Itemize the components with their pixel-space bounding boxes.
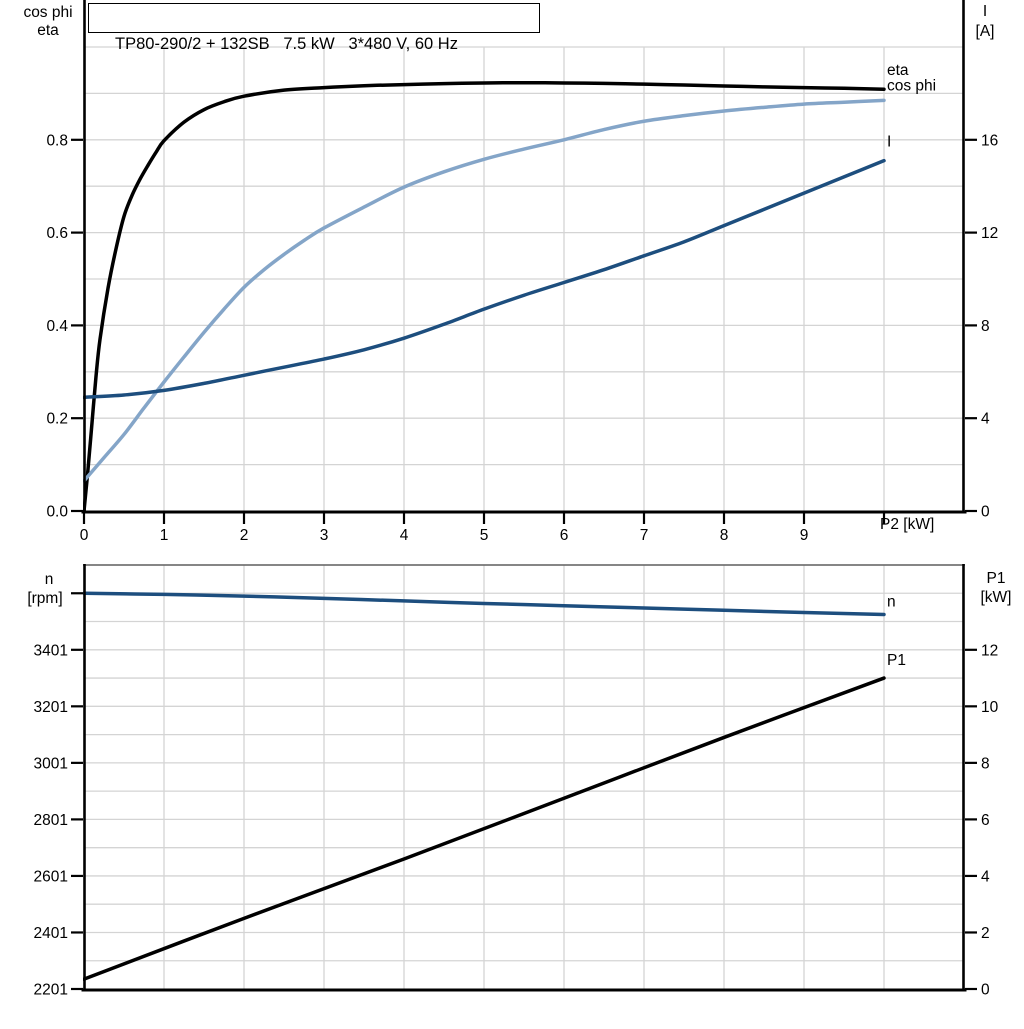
right-tick-label: 12 [981,642,998,659]
right-tick-label: 12 [981,225,998,242]
chart-title: TP80-290/2 + 132SB 7.5 kW 3*480 V, 60 Hz [115,35,458,53]
right-tick-label: 4 [981,411,990,428]
left-tick-label: 3201 [34,699,68,716]
x-axis-title: P2 [kW] [880,516,934,533]
right-axis-ticks: 0 2 4 6 8 10 12 [965,642,999,999]
left-tick-label: 2601 [34,868,68,885]
right-tick-label: 4 [981,868,990,885]
x-tick-label: 5 [480,527,489,544]
right-axis-ticks: 0 4 8 12 16 [965,132,998,521]
n-curve-label: n [887,593,896,610]
right-tick-label: 8 [981,318,990,335]
eta-curve [83,80,886,513]
x-tick-label: 3 [320,527,329,544]
lower-chart: n P1 2201 2401 2601 2801 3001 3201 3401 0 2 4 6 8 10 12… [27,564,1012,999]
left-tick-label: 0.0 [46,504,68,521]
left-tick-label: 2401 [34,925,68,942]
right-tick-label: 6 [981,812,990,829]
x-tick-label: 8 [720,527,729,544]
curves [83,591,886,981]
gridlines [84,46,964,511]
right-axis-title: [A] [976,23,995,40]
left-axis-title: [rpm] [27,590,62,607]
n-curve [83,591,886,617]
right-axis-title: I [983,3,987,20]
eta-curve-label: eta [887,62,909,79]
left-axis-ticks: 2201 2401 2601 2801 3001 3201 3401 [34,592,83,999]
left-axis-ticks: 0.0 0.2 0.4 0.6 0.8 [46,132,83,521]
p1-curve [83,676,886,981]
left-tick-label: 0.6 [46,225,68,242]
gridlines [84,565,964,989]
x-tick-label: 9 [800,527,809,544]
right-tick-label: 8 [981,755,990,772]
i-curve [83,158,886,400]
right-tick-label: 0 [981,982,990,999]
right-tick-label: 10 [981,699,999,716]
left-axis-title: cos phi [23,4,72,21]
left-tick-label: 3001 [34,755,68,772]
i-curve-label: I [887,134,891,151]
x-tick-label: 7 [640,527,649,544]
x-tick-label: 0 [80,527,89,544]
x-tick-label: 6 [560,527,569,544]
left-tick-label: 0.2 [46,411,68,428]
right-tick-label: 0 [981,504,990,521]
chart-title-box: TP80-290/2 + 132SB 7.5 kW 3*480 V, 60 Hz [88,3,540,53]
x-tick-label: 4 [400,527,409,544]
right-tick-label: 2 [981,925,990,942]
left-tick-label: 2201 [34,982,68,999]
x-axis-ticks: 0 1 2 3 4 5 6 7 8 9 [80,513,886,544]
left-axis-title: n [45,571,54,588]
left-tick-label: 2801 [34,812,68,829]
left-tick-label: 0.8 [46,132,68,149]
axes [81,0,967,514]
cos-phi-curve-label: cos phi [887,77,936,94]
x-tick-label: 2 [240,527,249,544]
left-tick-label: 0.4 [46,318,68,335]
right-axis-title: [kW] [981,589,1012,606]
right-tick-label: 16 [981,132,998,149]
curves [83,80,886,513]
p1-curve-label: P1 [887,652,906,669]
x-tick-label: 1 [160,527,169,544]
right-axis-title: P1 [987,570,1006,587]
left-axis-title: eta [37,22,59,39]
axes [81,564,967,992]
cos-phi-curve [83,98,886,483]
left-tick-label: 3401 [34,642,68,659]
